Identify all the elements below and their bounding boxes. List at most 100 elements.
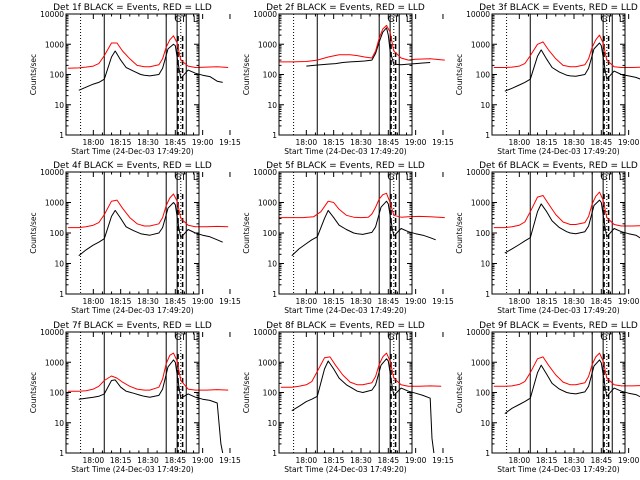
y-tick-label: 10000 bbox=[40, 328, 64, 337]
panel-det-2: Det 2f BLACK = Events, RED = LLD G T L 1 10 10… bbox=[242, 3, 454, 156]
x-tick-label: 19:00 bbox=[618, 456, 640, 465]
y-tick-label: 1000 bbox=[45, 40, 64, 49]
panel-title: Det 7f BLACK = Events, RED = LLD bbox=[53, 321, 212, 331]
marker-label-g: G bbox=[601, 173, 608, 183]
y-tick-label: 10000 bbox=[253, 328, 277, 337]
series-line-lld bbox=[279, 192, 445, 219]
x-axis-label: Start Time (24-Dec-03 17:49:20) bbox=[284, 465, 406, 474]
series-line-lld bbox=[493, 34, 640, 68]
y-tick-label: 10000 bbox=[40, 10, 64, 19]
y-tick-label: 10 bbox=[54, 419, 64, 428]
series-line-lld bbox=[280, 352, 442, 388]
marker-label-l: L bbox=[619, 15, 624, 25]
x-tick-label: 18:30 bbox=[350, 456, 372, 465]
x-tick-label: 19:15 bbox=[432, 297, 454, 306]
marker-label-l: L bbox=[406, 333, 411, 343]
x-tick-label: 18:00 bbox=[296, 456, 318, 465]
x-tick-label: 18:00 bbox=[83, 297, 105, 306]
y-tick-label: 100 bbox=[50, 229, 65, 238]
y-tick-label: 1000 bbox=[258, 358, 277, 367]
x-tick-label: 19:00 bbox=[618, 297, 640, 306]
x-tick-label: 18:00 bbox=[83, 138, 105, 147]
x-tick-label: 18:15 bbox=[323, 138, 345, 147]
x-tick-label: 18:15 bbox=[536, 138, 558, 147]
y-tick-label: 10000 bbox=[466, 168, 490, 177]
x-tick-label: 18:30 bbox=[137, 456, 159, 465]
x-tick-label: 18:30 bbox=[137, 297, 159, 306]
x-axis-label: Start Time (24-Dec-03 17:49:20) bbox=[71, 306, 193, 315]
panel-title: Det 3f BLACK = Events, RED = LLD bbox=[479, 3, 638, 13]
x-tick-label: 19:15 bbox=[219, 456, 241, 465]
y-tick-label: 1 bbox=[272, 290, 277, 299]
panel-det-8: Det 8f BLACK = Events, RED = LLD G T L 1 10 10… bbox=[242, 321, 454, 474]
marker-label-t: T bbox=[180, 333, 187, 343]
panel-title: Det 2f BLACK = Events, RED = LLD bbox=[266, 3, 425, 13]
y-tick-label: 10 bbox=[480, 260, 490, 269]
marker-label-t: T bbox=[606, 333, 613, 343]
y-tick-label: 1000 bbox=[471, 358, 490, 367]
y-axis-label: Counts/sec bbox=[242, 54, 251, 95]
y-tick-label: 100 bbox=[263, 229, 278, 238]
x-tick-label: 18:45 bbox=[165, 297, 187, 306]
y-tick-label: 10000 bbox=[466, 328, 490, 337]
y-tick-label: 1000 bbox=[258, 40, 277, 49]
x-axis-label: Start Time (24-Dec-03 17:49:20) bbox=[284, 147, 406, 156]
x-tick-label: 18:00 bbox=[296, 297, 318, 306]
y-tick-label: 1 bbox=[485, 290, 490, 299]
y-axis-label: Counts/sec bbox=[455, 212, 464, 253]
panel-det-9: Det 9f BLACK = Events, RED = LLD G T L 1 10 10… bbox=[455, 321, 640, 474]
x-tick-label: 19:15 bbox=[432, 138, 454, 147]
x-tick-label: 18:30 bbox=[563, 456, 585, 465]
x-tick-label: 18:30 bbox=[350, 297, 372, 306]
y-tick-label: 10 bbox=[267, 260, 277, 269]
y-tick-label: 10 bbox=[267, 101, 277, 110]
panel-title: Det 1f BLACK = Events, RED = LLD bbox=[53, 3, 212, 13]
y-tick-label: 1000 bbox=[45, 358, 64, 367]
x-axis-label: Start Time (24-Dec-03 17:49:20) bbox=[71, 147, 193, 156]
y-axis-label: Counts/sec bbox=[29, 54, 38, 95]
marker-label-t: T bbox=[180, 15, 187, 25]
panel-det-1: Det 1f BLACK = Events, RED = LLD G T L 1 10 10… bbox=[29, 3, 241, 156]
y-tick-label: 1 bbox=[272, 449, 277, 458]
x-tick-label: 18:15 bbox=[323, 297, 345, 306]
series-line-events bbox=[504, 359, 640, 415]
marker-label-t: T bbox=[393, 173, 400, 183]
series-line-lld bbox=[493, 352, 640, 387]
y-tick-label: 1000 bbox=[471, 40, 490, 49]
series-line-lld bbox=[493, 191, 640, 229]
marker-label-t: T bbox=[180, 173, 187, 183]
x-tick-label: 18:00 bbox=[509, 456, 531, 465]
x-tick-label: 18:45 bbox=[165, 456, 187, 465]
x-tick-label: 19:00 bbox=[618, 138, 640, 147]
y-tick-label: 1 bbox=[59, 290, 64, 299]
x-tick-label: 18:30 bbox=[563, 297, 585, 306]
series-line-events bbox=[504, 42, 640, 92]
x-tick-label: 18:00 bbox=[296, 138, 318, 147]
y-tick-label: 1 bbox=[59, 131, 64, 140]
x-tick-label: 18:15 bbox=[110, 297, 132, 306]
marker-label-l: L bbox=[193, 173, 198, 183]
x-tick-label: 18:00 bbox=[509, 138, 531, 147]
y-axis-label: Counts/sec bbox=[242, 212, 251, 253]
x-tick-label: 18:00 bbox=[509, 297, 531, 306]
series-line-events bbox=[504, 199, 640, 254]
x-tick-label: 19:00 bbox=[192, 297, 214, 306]
y-tick-label: 10 bbox=[267, 419, 277, 428]
marker-label-g: G bbox=[601, 15, 608, 25]
y-tick-label: 1000 bbox=[45, 199, 64, 208]
panel-det-6: Det 6f BLACK = Events, RED = LLD G T L 1 10 10… bbox=[455, 161, 640, 315]
x-tick-label: 19:00 bbox=[192, 456, 214, 465]
x-tick-label: 18:45 bbox=[591, 456, 613, 465]
x-tick-label: 18:00 bbox=[83, 456, 105, 465]
y-tick-label: 100 bbox=[263, 71, 278, 80]
marker-label-t: T bbox=[393, 15, 400, 25]
marker-label-l: L bbox=[619, 173, 624, 183]
y-tick-label: 100 bbox=[476, 229, 491, 238]
panel-title: Det 4f BLACK = Events, RED = LLD bbox=[53, 161, 212, 171]
x-tick-label: 19:15 bbox=[219, 297, 241, 306]
panel-det-5: Det 5f BLACK = Events, RED = LLD G T L 1 10 10… bbox=[242, 161, 454, 315]
y-tick-label: 1000 bbox=[471, 199, 490, 208]
panel-title: Det 6f BLACK = Events, RED = LLD bbox=[479, 161, 638, 171]
y-axis-label: Counts/sec bbox=[29, 212, 38, 253]
